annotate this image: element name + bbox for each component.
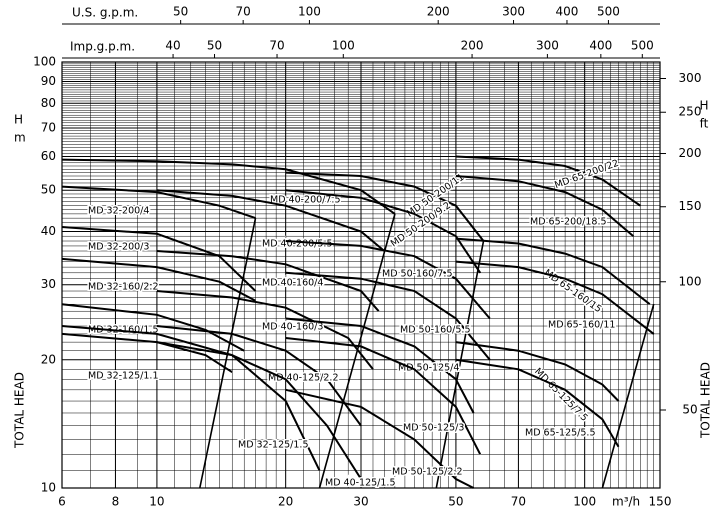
curve-label: MD 50-125/3: [403, 423, 464, 434]
curve-label: MD 40-125/1.5: [325, 478, 396, 489]
pump-curve: [61, 257, 256, 302]
top-label-imp: Imp.g.p.m.: [70, 40, 135, 54]
imp-tick-label: 300: [536, 39, 559, 53]
curve-label: MD 40-200/7.5: [270, 195, 341, 206]
y2-tick-label: 150: [679, 199, 702, 213]
imp-tick-label: 70: [269, 39, 284, 53]
pump-curve: [285, 271, 491, 361]
y2-tick-label: 300: [679, 71, 702, 85]
y-tick-label: 60: [41, 149, 56, 163]
us-tick-label: 70: [236, 5, 251, 19]
pump-curve: [285, 171, 485, 242]
side-label-right: TOTAL HEAD: [699, 362, 713, 439]
pump-curve: [285, 240, 491, 320]
y-tick-label: 30: [41, 277, 56, 291]
curve-label: MD 40-125/2.2: [268, 373, 339, 384]
curve-label: MD 50-160/5.5: [400, 325, 471, 336]
x-tick-label: 20: [278, 495, 293, 509]
pump-curve: [285, 317, 475, 414]
y-unit: m: [14, 131, 26, 145]
y2-tick-label: 100: [679, 274, 702, 288]
y2-label: H: [699, 99, 708, 113]
y-tick-label: 90: [41, 74, 56, 88]
pump-curve: [455, 155, 641, 207]
side-label: TOTAL HEAD: [13, 372, 27, 449]
curve-label: MD 32-160/2.2: [88, 282, 159, 293]
pump-curve: [156, 250, 380, 312]
curve-label: MD 32-125/1.5: [238, 440, 309, 451]
curve-label: MD 65-125/5.5: [525, 428, 596, 439]
limit-line: [435, 240, 485, 489]
limit-line: [601, 303, 655, 489]
pump-curve: [455, 175, 635, 237]
us-tick-label: 300: [502, 5, 525, 19]
imp-tick-label: 100: [332, 39, 355, 53]
curve-label: MD 65-125/7.5: [532, 366, 590, 424]
x-tick-label: 6: [58, 495, 66, 509]
pump-curve: [61, 158, 396, 215]
x-tick-label: 100: [573, 495, 596, 509]
top-label-us: U.S. g.p.m.: [72, 6, 138, 20]
y2-tick-label: 50: [682, 403, 697, 417]
x-label: m³/h: [612, 495, 640, 509]
pump-curve: [61, 185, 256, 220]
pump-curve: [156, 290, 374, 370]
pump-curve: [61, 332, 233, 374]
y-tick-label: 40: [41, 224, 56, 238]
y2-unit: ft: [700, 117, 709, 131]
curve-label: MD 50-160/7.5: [382, 269, 453, 280]
pump-curve: [61, 226, 257, 292]
imp-tick-label: 50: [207, 39, 222, 53]
pump-curve: [156, 341, 362, 480]
imp-tick-label: 200: [461, 39, 484, 53]
curve-label: MD 32-200/4: [88, 206, 149, 217]
curve-label: MD 32-200/3: [88, 242, 149, 253]
pump-curve: [285, 189, 482, 274]
imp-tick-label: 500: [631, 39, 654, 53]
x-tick-label: 10: [149, 495, 164, 509]
x-tick-label: 150: [649, 495, 672, 509]
pump-curve: [455, 341, 620, 402]
x-tick-label: 30: [353, 495, 368, 509]
y2-tick-label: 200: [679, 146, 702, 160]
pump-curve: [455, 358, 620, 448]
us-tick-label: 50: [173, 5, 188, 19]
x-tick-label: 8: [112, 495, 120, 509]
y-tick-label: 80: [41, 96, 56, 110]
y-tick-label: 70: [41, 120, 56, 134]
x-tick-label: 70: [511, 495, 526, 509]
us-tick-label: 200: [427, 5, 450, 19]
curve-label: MD 32-125/1.1: [88, 371, 159, 382]
curve-label: MD 50-125/2.2: [392, 467, 463, 478]
y-tick-label: 20: [41, 352, 56, 366]
y-tick-label: 10: [41, 481, 56, 495]
us-tick-label: 100: [298, 5, 321, 19]
curve-label: MD 40-160/3: [262, 322, 323, 333]
curve-label: MD 65-160/11: [548, 320, 615, 331]
curve-label: MD 40-160/4: [262, 278, 323, 289]
pump-curve: [156, 325, 362, 427]
pump-curve: [285, 388, 475, 489]
imp-tick-label: 40: [165, 39, 180, 53]
pump-curve: [455, 237, 651, 305]
pump-curve: [455, 260, 655, 335]
pump-curve: [285, 337, 482, 455]
us-tick-label: 400: [556, 5, 579, 19]
y-tick-label: 100: [33, 55, 56, 69]
y-tick-label: 50: [41, 183, 56, 197]
curve-label: MD 40-200/5.5: [262, 239, 333, 250]
x-tick-label: 50: [448, 495, 463, 509]
y-label: H: [14, 113, 23, 127]
imp-tick-label: 400: [589, 39, 612, 53]
pump-curve: [61, 303, 245, 352]
us-tick-label: 500: [597, 5, 620, 19]
curve-label: MD 65-200/18.5: [530, 217, 607, 228]
pump-curve: [156, 189, 385, 252]
y2-tick-label: 250: [679, 105, 702, 119]
curve-label: MD 50-125/4: [398, 363, 459, 374]
